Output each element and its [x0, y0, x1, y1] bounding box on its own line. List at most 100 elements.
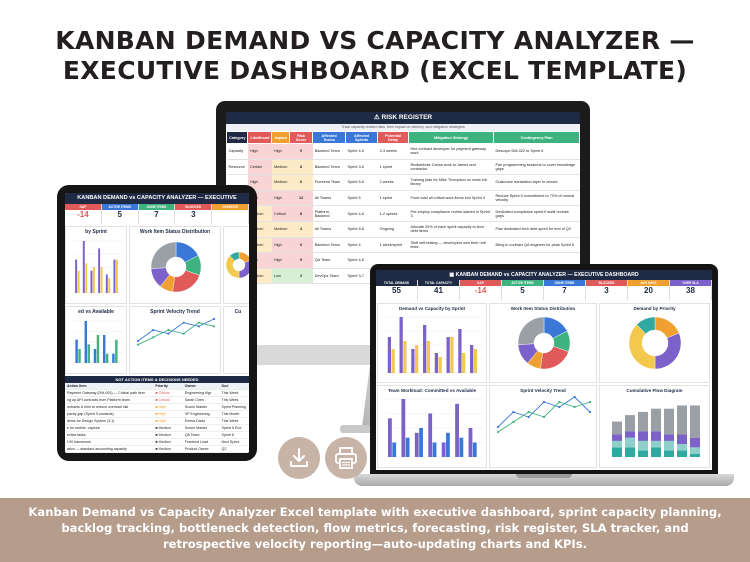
velocity-point	[512, 410, 515, 414]
donut-slice	[636, 316, 656, 335]
risk-cell: Ongoing	[377, 221, 409, 238]
velocity-point	[136, 339, 140, 343]
laptop-status-chart: Work Item Status Distribution	[489, 303, 597, 383]
page-title: KANBAN DEMAND VS CAPACITY ANALYZER — EXE…	[55, 26, 695, 85]
action-cell: items for Design System (3.1)	[67, 419, 115, 423]
kpi-value: 55	[392, 286, 401, 296]
risk-cell: Plan dedicated tech debt sprint for end …	[493, 221, 580, 238]
tablet-priority-chart	[223, 226, 249, 304]
kpi-value: 41	[434, 286, 443, 296]
tablet-workload-bars	[74, 320, 124, 364]
bar	[458, 329, 462, 373]
risk-cell: Platform, Backend	[312, 205, 346, 222]
risk-cell: Pre-employ compliance review started in …	[408, 205, 494, 222]
tablet-demand-chart: by Sprint	[65, 226, 127, 304]
risk-cell: All Teams	[312, 221, 346, 238]
print-button[interactable]	[325, 437, 367, 479]
risk-column-header[interactable]: Category	[226, 131, 249, 144]
tablet-bar-chart	[74, 240, 124, 294]
action-row[interactable]: Payment Gateway (DM-003) — Critical path…	[65, 390, 249, 397]
bar	[455, 403, 459, 457]
action-row[interactable]: eview tasks ■ Medium QA Team Sprint 6	[65, 432, 249, 439]
bar	[446, 337, 450, 373]
risk-column-header[interactable]: Potential Delay	[377, 131, 409, 144]
risk-cell: Low	[271, 268, 290, 285]
donut-slice	[238, 260, 249, 279]
risk-cell: Medium	[271, 159, 290, 176]
kpi-card: GAP -14	[65, 204, 102, 224]
tablet-chart5-title: Cu	[234, 309, 242, 315]
action-cell: VP Engineering	[184, 412, 210, 416]
flow-segment	[651, 440, 661, 448]
risk-cell: Backend Team	[312, 143, 346, 160]
risk-row[interactable]: High Medium 6 Frontend Team Sprint 5-6 2 week…	[226, 174, 580, 191]
velocity-point	[588, 410, 592, 414]
risk-cell: Critical	[271, 205, 290, 222]
action-row[interactable]: f-90 framework ■ Medium Frontend Lead Next …	[65, 439, 249, 446]
risk-column-header[interactable]: Likelihood	[247, 131, 273, 144]
print-icon	[335, 447, 357, 469]
risk-column-header[interactable]: Affected Teams	[312, 131, 346, 144]
kpi-value: -14	[77, 210, 89, 220]
action-cell: ■ High	[155, 419, 166, 423]
risk-column-header[interactable]: Impact	[271, 131, 290, 144]
tablet-device: KANBAN DEMAND vs CAPACITY ANALYZER — EXE…	[57, 185, 257, 461]
flow-segment	[625, 415, 635, 432]
risk-cell: 6	[289, 237, 313, 254]
laptop-workload-bars	[386, 398, 484, 458]
action-row[interactable]: ontracts & time to reduce overload risk ■…	[65, 404, 249, 411]
bar	[446, 432, 450, 457]
risk-row[interactable]: Capacity High High 9 Backend Team Sprint 4-5 2…	[226, 143, 580, 160]
risk-column-header[interactable]: Contingency Plan	[493, 131, 580, 144]
bar	[98, 248, 101, 293]
action-row[interactable]: pacity gap (Sprint 5 onwards) ■ High VP En…	[65, 411, 249, 418]
velocity-point	[197, 321, 200, 324]
download-button[interactable]	[278, 437, 320, 479]
bar	[426, 341, 431, 373]
velocity-point	[152, 336, 155, 339]
tablet-chart2-title: Work Item Status Distribution	[139, 229, 211, 235]
action-row[interactable]: ation — standard accounting capacity ■ Me…	[65, 446, 249, 453]
laptop-demand-capacity-chart: Demand vs Capacity by Sprint	[377, 303, 487, 383]
risk-cell: QA Team	[312, 252, 346, 269]
bar	[105, 274, 108, 293]
risk-cell: Sprint 5-6	[345, 174, 378, 191]
action-row[interactable]: items for Design System (3.1) ■ High Emma …	[65, 418, 249, 425]
risk-cell: Certain	[247, 159, 272, 176]
flow-segment	[677, 450, 687, 457]
risk-cell: All Teams	[312, 190, 346, 207]
bar	[75, 339, 78, 363]
risk-cell: High	[247, 174, 272, 191]
kpi-label: GAP	[460, 280, 501, 287]
action-row[interactable]: e for mobile, capture ■ Medium Scrum Maste…	[65, 425, 249, 432]
kpi-card: BLOCKED 3	[586, 280, 628, 300]
action-row[interactable]: ng up API contracts from Platform team ■ …	[65, 397, 249, 404]
bar	[100, 267, 103, 293]
kpi-label: GAP	[65, 204, 101, 211]
flow-segment	[638, 450, 648, 457]
risk-cell: 8	[289, 205, 313, 222]
tablet-action-items: NOT ACTION ITEMS & DECISIONS NEEDED Acti…	[65, 376, 249, 453]
bar	[87, 344, 90, 363]
risk-column-header[interactable]: Affected Sprints	[344, 131, 379, 144]
velocity-point	[558, 405, 561, 409]
kpi-value: 3	[604, 286, 609, 296]
risk-column-header[interactable]: Mitigation Strategy	[407, 131, 495, 144]
velocity-point	[182, 321, 185, 324]
flow-segment	[612, 434, 622, 441]
laptop-chart3-title: Demand by Priority	[633, 306, 676, 311]
action-cell: Frontend Lead	[184, 440, 209, 444]
action-cell: Sarah Chen	[184, 398, 204, 402]
kpi-value: -14	[474, 286, 487, 296]
tablet-chart1-title: by Sprint	[85, 229, 107, 235]
risk-column-header[interactable]: Risk Score	[288, 131, 314, 144]
bar	[113, 259, 116, 293]
bar	[403, 341, 407, 373]
tablet-chart3-title: ed vs Available	[78, 309, 114, 315]
risk-row[interactable]: Resource Certain Medium 8 Backend Team Sprint…	[226, 159, 580, 176]
tablet-actions-title: NOT ACTION ITEMS & DECISIONS NEEDED	[65, 376, 249, 383]
